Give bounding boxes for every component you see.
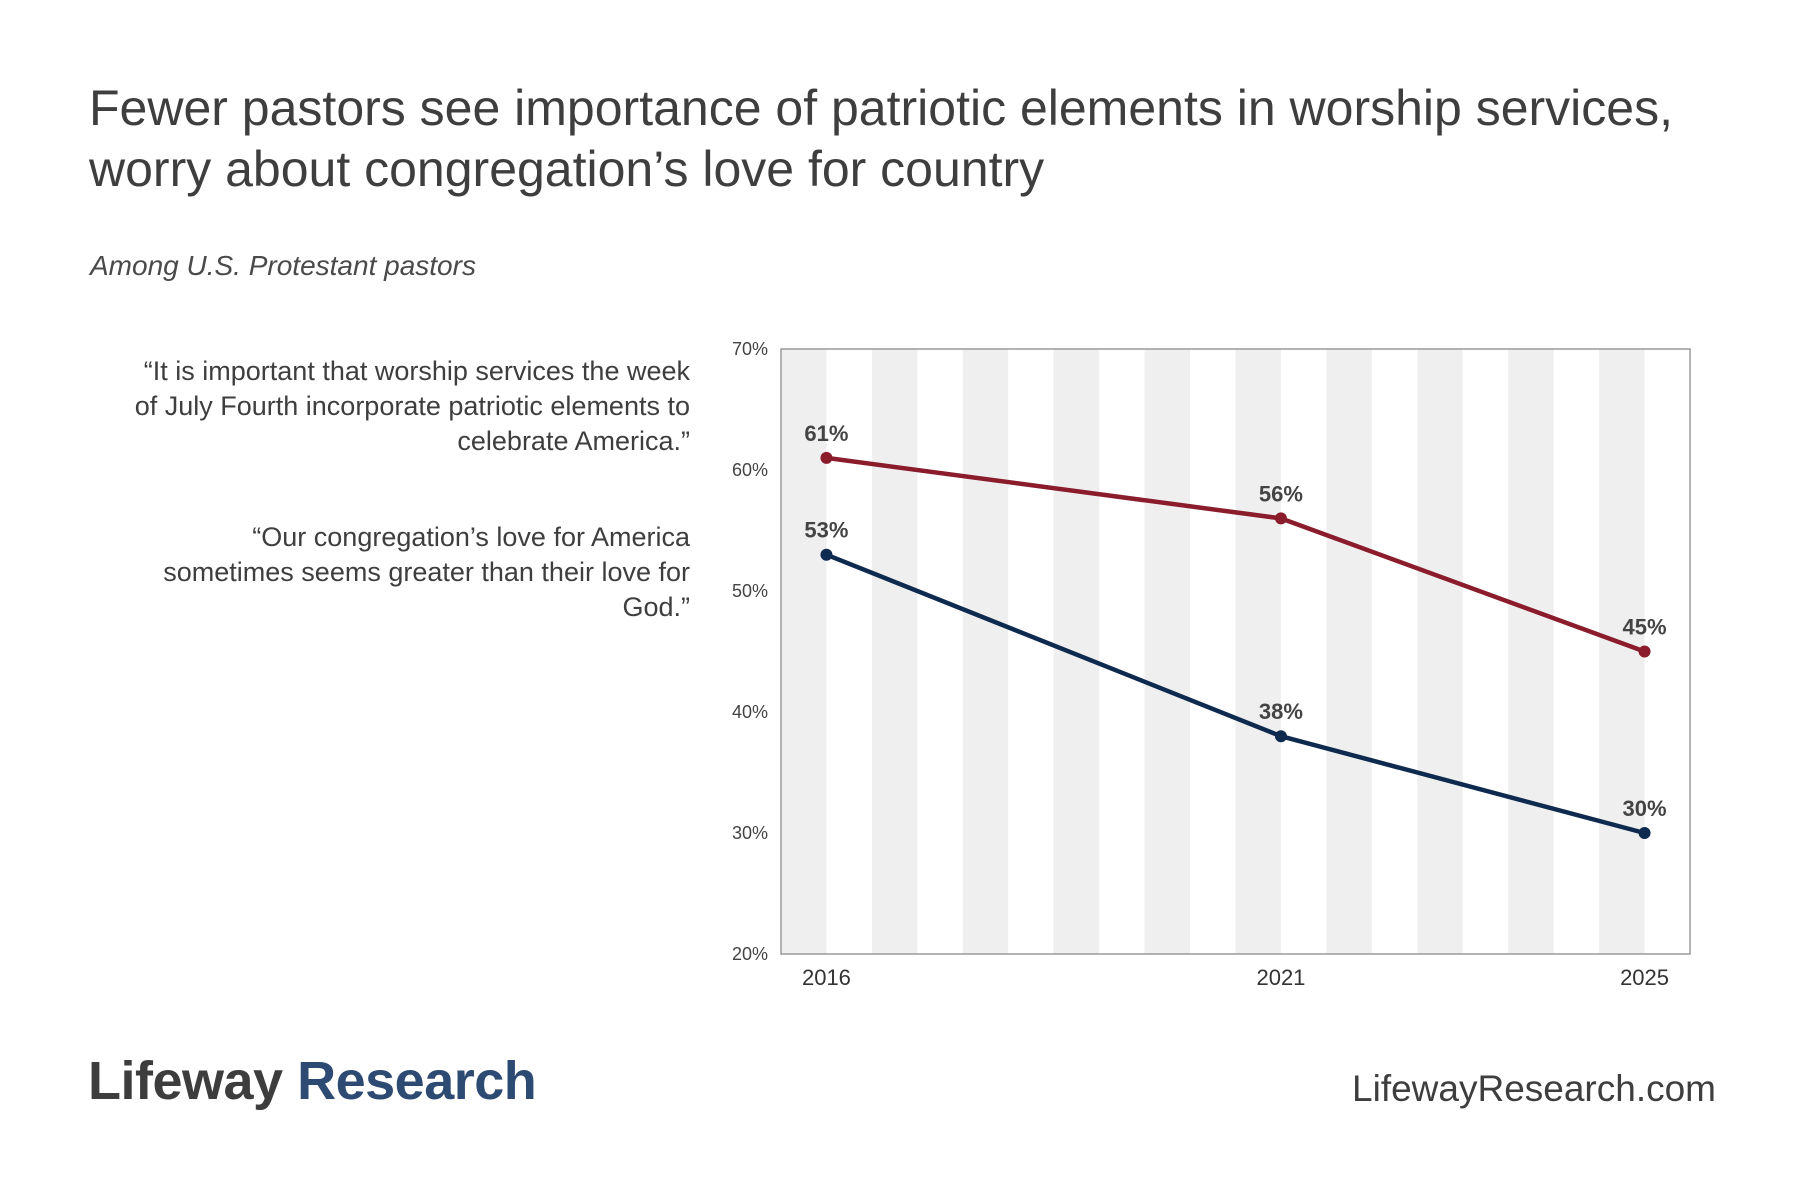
y-axis-ticks: 20% 30% 40% 50% 60% 70%: [732, 339, 768, 964]
chart-subtitle: Among U.S. Protestant pastors: [90, 250, 476, 281]
background-bands: [781, 349, 1645, 954]
y-tick-label: 60%: [732, 460, 768, 480]
background-band: [1508, 349, 1554, 954]
x-tick-label: 2025: [1620, 965, 1669, 990]
background-band: [1144, 349, 1191, 954]
lifeway-research-logo: Lifeway Research: [88, 1050, 537, 1112]
background-band: [871, 349, 918, 954]
y-tick-label: 30%: [732, 823, 768, 843]
x-axis-ticks: 2016 2021 2025: [802, 965, 1669, 990]
y-tick-label: 20%: [732, 944, 768, 964]
data-point: [1638, 645, 1651, 658]
x-tick-label: 2021: [1256, 965, 1305, 990]
series-points: [820, 451, 1651, 839]
data-point: [1638, 827, 1651, 839]
y-tick-label: 70%: [732, 339, 768, 359]
data-labels: 61% 56% 45% 53% 38% 30%: [804, 421, 1666, 821]
data-label: 53%: [804, 518, 848, 543]
data-point: [820, 451, 833, 464]
data-label: 56%: [1259, 481, 1303, 506]
y-tick-label: 50%: [732, 581, 768, 601]
background-band: [781, 349, 827, 954]
data-label: 45%: [1623, 615, 1667, 640]
brand-lifeway: Lifeway: [88, 1051, 283, 1111]
data-label: 30%: [1623, 796, 1667, 821]
data-point: [1274, 512, 1287, 525]
data-point: [820, 548, 833, 561]
data-point: [1274, 730, 1287, 743]
data-label: 61%: [804, 421, 848, 446]
background-band: [1326, 349, 1372, 954]
x-tick-label: 2016: [802, 965, 851, 990]
background-band: [1053, 349, 1100, 954]
background-band: [1417, 349, 1463, 954]
legend-entry-patriotic-elements: “It is important that worship services t…: [134, 356, 690, 456]
background-band: [962, 349, 1009, 954]
background-band: [1235, 349, 1281, 954]
background-band: [1599, 349, 1645, 954]
chart-title: Fewer pastors see importance of patrioti…: [89, 80, 1673, 197]
website-link[interactable]: LifewayResearch.com: [1352, 1068, 1716, 1109]
y-tick-label: 40%: [732, 702, 768, 722]
brand-research: Research: [297, 1051, 537, 1111]
legend-entry-love-for-america: “Our congregation’s love for America som…: [163, 522, 690, 622]
plot-frame: [780, 348, 1691, 955]
data-label: 38%: [1259, 699, 1303, 724]
